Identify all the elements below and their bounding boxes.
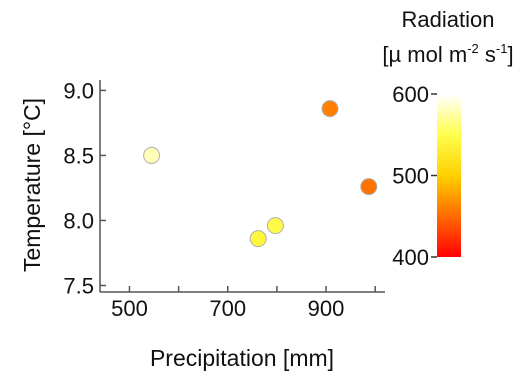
y-tick-label: 8.5	[63, 143, 94, 168]
colorbar: 400 500 600	[392, 82, 461, 270]
plot-area: 7.5 8.0 8.5 9.0 500 700 900	[63, 78, 385, 321]
colorbar-title-line2: [µ mol m-2 s-1]	[382, 41, 513, 67]
y-axis-title: Temperature [°C]	[19, 98, 45, 272]
colorbar-gradient	[437, 94, 461, 257]
data-point	[249, 230, 267, 248]
colorbar-tick-label: 600	[392, 82, 429, 107]
x-tick-label: 700	[209, 296, 246, 321]
colorbar-tick-label: 500	[392, 164, 429, 189]
y-tick-label: 8.0	[63, 208, 94, 233]
data-point	[266, 217, 284, 235]
data-point	[143, 146, 161, 164]
x-axis-title: Precipitation [mm]	[150, 345, 334, 371]
colorbar-title-line1: Radiation	[402, 7, 495, 32]
x-tick-label: 500	[111, 296, 148, 321]
x-tick-label: 900	[308, 296, 345, 321]
data-point	[321, 100, 339, 118]
colorbar-tick-label: 400	[392, 245, 429, 270]
y-tick-label: 9.0	[63, 78, 94, 103]
y-tick-label: 7.5	[63, 273, 94, 298]
data-point	[360, 178, 378, 196]
